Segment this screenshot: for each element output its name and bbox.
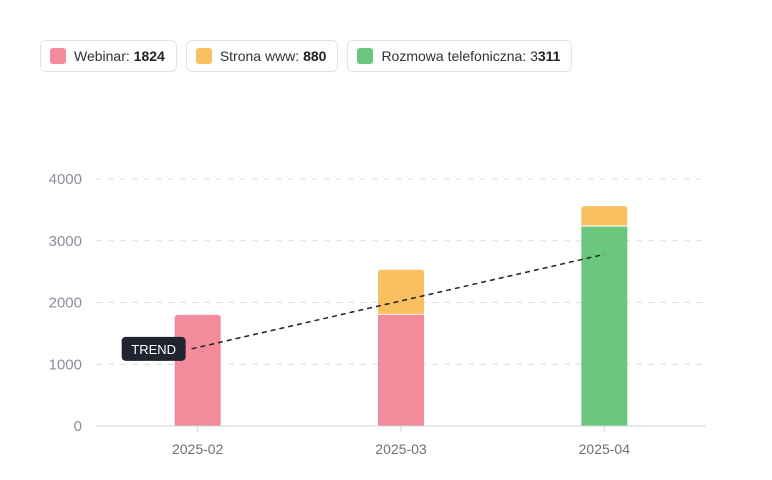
legend-item-strona-www[interactable]: Strona www: 880 [185,40,339,72]
trend-badge-background [121,336,186,361]
legend-swatch-rozmowa-telefoniczna [357,48,374,64]
legend-label-webinar: Webinar: [74,48,130,64]
x-tick-label: 2025-02 [172,441,224,457]
bar-rozmowa-telefoniczna-2025-04[interactable] [581,226,628,426]
trend-badge: TREND [121,336,186,361]
bar-strona-www-2025-04[interactable] [581,206,628,226]
y-tick-label: 2000 [49,295,82,312]
trend-badge-label: TREND [131,342,176,357]
legend-swatch-strona-www [195,48,212,64]
legend-item-webinar[interactable]: Webinar: 1824 [40,40,177,72]
y-tick-label: 3000 [49,233,82,250]
legend-value-rozmowa-telefoniczna: 311 [537,48,561,64]
x-tick-label: 2025-04 [579,441,631,457]
legend-swatch-webinar [50,48,66,64]
y-axis: 0 1000 2000 3000 4000 [49,171,82,435]
legend: Webinar: 1824 Strona www: 880 Rozmowa te… [40,40,573,72]
bar-strona-www-2025-03[interactable] [378,269,424,314]
legend-label-rozmowa-telefoniczna: Rozmowa telefoniczna: 3 [381,48,538,64]
y-tick-label: 1000 [49,356,82,373]
legend-item-rozmowa-telefoniczna[interactable]: Rozmowa telefoniczna: 3 311 [347,40,573,72]
bars [174,206,628,426]
trend-line [191,253,605,350]
legend-value-webinar: 1824 [133,48,165,64]
bar-webinar-2025-03[interactable] [378,314,424,426]
y-tick-label: 4000 [49,171,82,188]
x-axis: 2025-02 2025-03 2025-04 [172,426,630,457]
legend-value-strona-www: 880 [303,48,327,64]
legend-label-strona-www: Strona www: [219,48,300,64]
bar-webinar-2025-02[interactable] [174,314,221,426]
y-tick-label: 0 [74,418,82,435]
x-tick-label: 2025-03 [375,441,427,457]
